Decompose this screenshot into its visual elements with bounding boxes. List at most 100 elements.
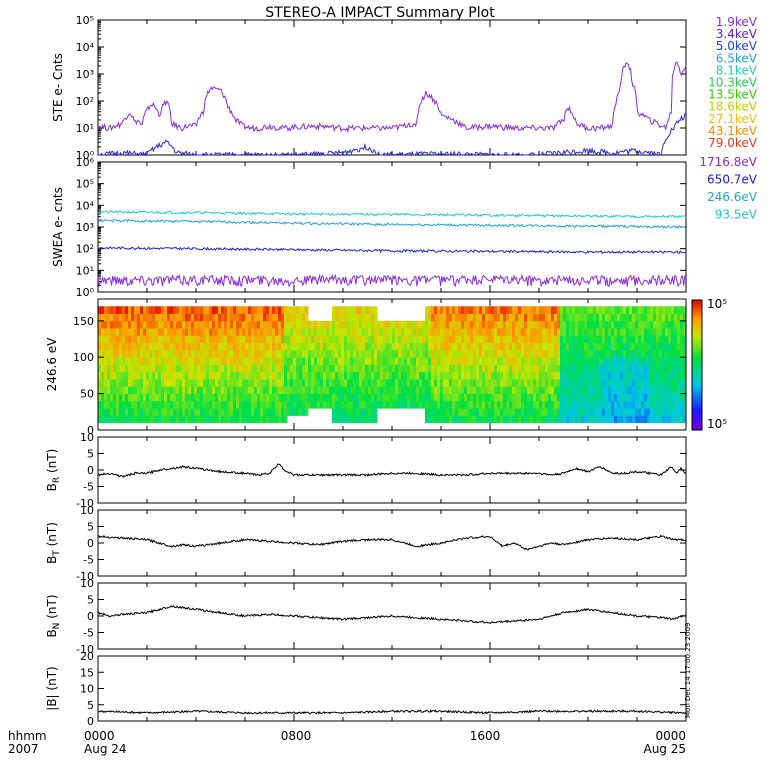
heatmap-cell xyxy=(218,328,222,336)
heatmap-cell xyxy=(677,379,681,387)
legend-entry: 79.0keV xyxy=(708,136,758,150)
heatmap-cell xyxy=(248,320,252,329)
heatmap-cell xyxy=(581,400,585,409)
heatmap-cell xyxy=(383,371,387,380)
heatmap-cell xyxy=(563,386,567,395)
heatmap-cell xyxy=(446,400,450,409)
heatmap-cell xyxy=(128,386,132,395)
heatmap-cell xyxy=(668,364,672,373)
heatmap-cell xyxy=(215,349,219,358)
heatmap-cell xyxy=(182,357,186,365)
heatmap-cell xyxy=(362,357,366,365)
heatmap-cell xyxy=(668,393,672,402)
heatmap-cell xyxy=(554,342,558,351)
heatmap-cell xyxy=(602,371,606,380)
heatmap-cell xyxy=(488,335,492,344)
heatmap-cell xyxy=(194,342,198,351)
heatmap-cell xyxy=(578,342,582,351)
heatmap-cell xyxy=(113,408,117,416)
heatmap-cell xyxy=(314,335,318,344)
heatmap-cell xyxy=(446,393,450,402)
heatmap-cell xyxy=(605,313,609,322)
heatmap-cell xyxy=(353,357,357,365)
heatmap-cell xyxy=(452,335,456,344)
heatmap-cell xyxy=(401,386,405,395)
heatmap-cell xyxy=(476,313,480,322)
heatmap-cell xyxy=(428,415,432,424)
heatmap-cell xyxy=(131,408,135,416)
heatmap-cell xyxy=(230,313,234,322)
heatmap-cell xyxy=(572,320,576,329)
heatmap-cell xyxy=(638,364,642,373)
heatmap-cell xyxy=(374,371,378,380)
heatmap-cell xyxy=(272,386,276,395)
heatmap-cell xyxy=(134,357,138,365)
heatmap-cell xyxy=(644,379,648,387)
time-tick-label-0: 0000 xyxy=(84,729,115,743)
heatmap-cell xyxy=(623,400,627,409)
heatmap-cell xyxy=(440,364,444,373)
heatmap-cell xyxy=(602,313,606,322)
heatmap-cell xyxy=(524,379,528,387)
heatmap-cell xyxy=(509,379,513,387)
heatmap-cell xyxy=(485,393,489,402)
heatmap-cell xyxy=(218,306,222,314)
heatmap-cell xyxy=(176,349,180,358)
heatmap-cell xyxy=(557,371,561,380)
heatmap-cell xyxy=(398,328,402,336)
heatmap-cell xyxy=(533,320,537,329)
heatmap-cell xyxy=(107,335,111,344)
heatmap-cell xyxy=(608,393,612,402)
heatmap-cell xyxy=(155,357,159,365)
heatmap-cell xyxy=(311,320,315,329)
heatmap-cell xyxy=(323,349,327,358)
swea-series-1 xyxy=(97,218,687,229)
heatmap-cell xyxy=(233,400,237,409)
bmag-y-tick-label: 15 xyxy=(80,666,94,679)
heatmap-cell xyxy=(503,342,507,351)
heatmap-cell xyxy=(302,386,306,395)
heatmap-cell xyxy=(473,349,477,358)
heatmap-cell xyxy=(242,393,246,402)
pitch-y-axis-label: 246.6 eV xyxy=(45,337,59,392)
heatmap-cell xyxy=(200,335,204,344)
heatmap-cell xyxy=(356,386,360,395)
heatmap-cell xyxy=(335,342,339,351)
heatmap-cell xyxy=(116,306,120,314)
heatmap-cell xyxy=(194,320,198,329)
heatmap-cell xyxy=(578,335,582,344)
heatmap-cell xyxy=(332,386,336,395)
heatmap-cell xyxy=(617,306,621,314)
heatmap-cell xyxy=(188,379,192,387)
heatmap-cell xyxy=(302,349,306,358)
heatmap-cell xyxy=(590,342,594,351)
heatmap-cell xyxy=(281,408,285,416)
heatmap-cell xyxy=(374,328,378,336)
heatmap-cell xyxy=(503,408,507,416)
heatmap-cell xyxy=(551,400,555,409)
heatmap-cell xyxy=(404,364,408,373)
heatmap-cell xyxy=(227,415,231,424)
heatmap-cell xyxy=(197,349,201,358)
heatmap-cell xyxy=(170,320,174,329)
heatmap-cell xyxy=(449,408,453,416)
heatmap-cell xyxy=(320,379,324,387)
heatmap-cell xyxy=(248,342,252,351)
heatmap-cell xyxy=(191,320,195,329)
heatmap-cell xyxy=(653,364,657,373)
heatmap-cell xyxy=(533,400,537,409)
heatmap-cell xyxy=(338,379,342,387)
heatmap-cell xyxy=(251,335,255,344)
heatmap-cell xyxy=(461,386,465,395)
heatmap-cell xyxy=(569,313,573,322)
heatmap-cell xyxy=(344,349,348,358)
heatmap-cell xyxy=(233,393,237,402)
heatmap-cell xyxy=(203,313,207,322)
heatmap-cell xyxy=(683,320,687,329)
heatmap-cell xyxy=(170,342,174,351)
heatmap-cell xyxy=(248,371,252,380)
heatmap-cell xyxy=(515,415,519,424)
heatmap-cell xyxy=(356,320,360,329)
heatmap-cell xyxy=(449,386,453,395)
heatmap-cell xyxy=(533,364,537,373)
